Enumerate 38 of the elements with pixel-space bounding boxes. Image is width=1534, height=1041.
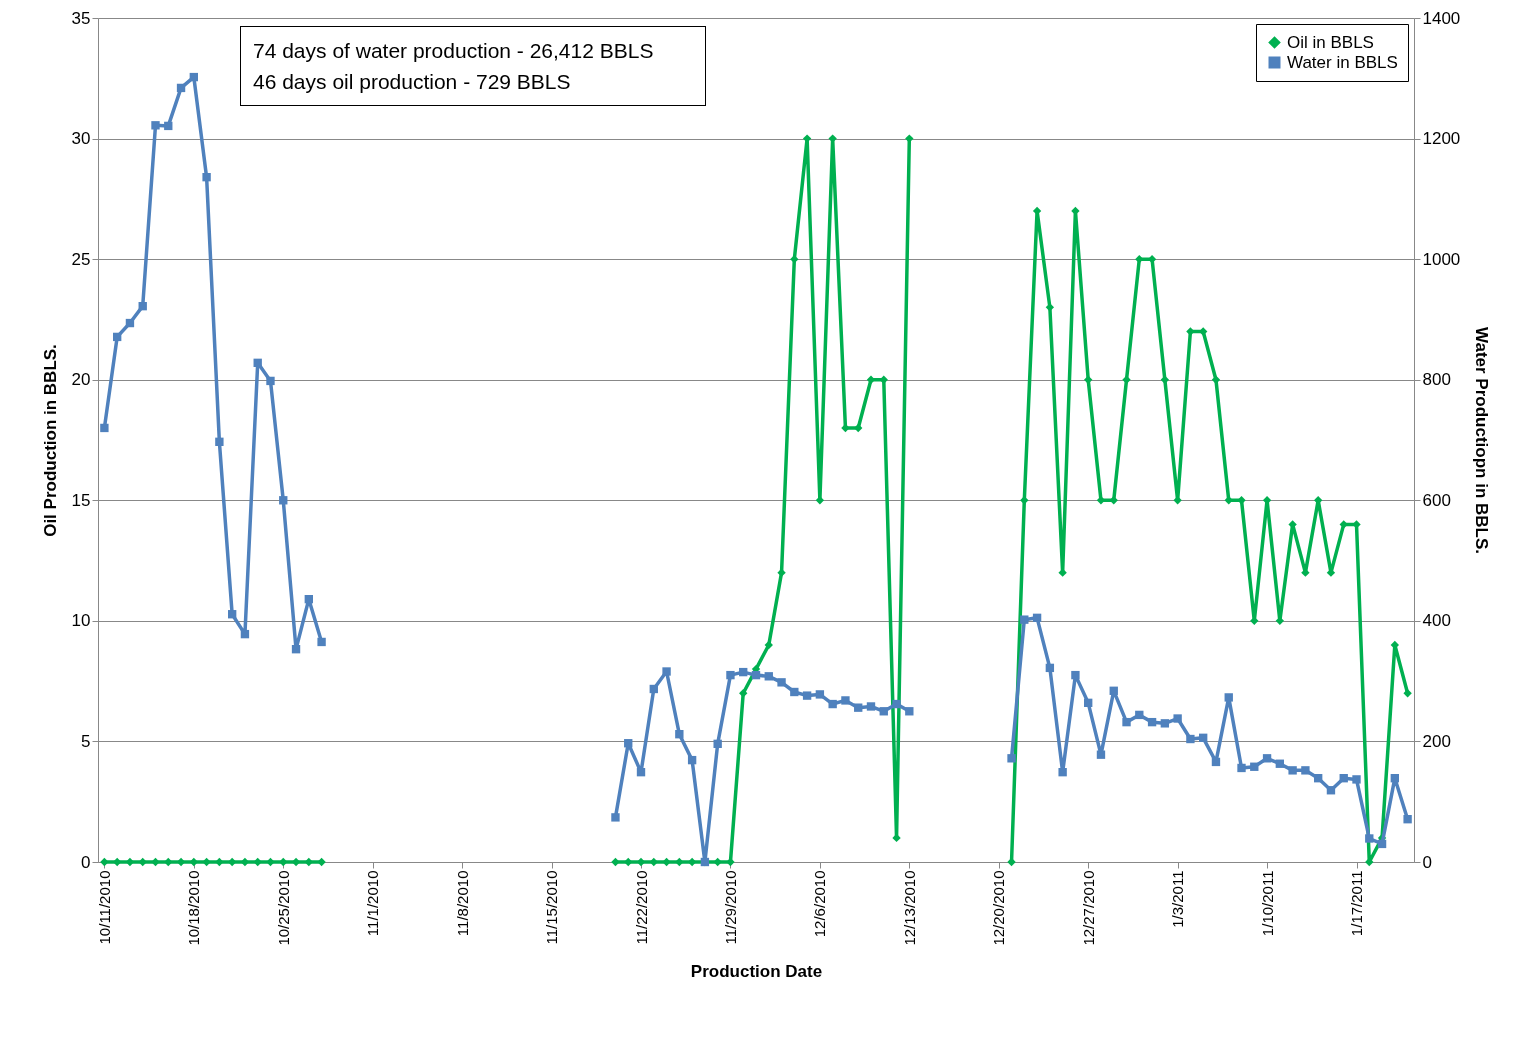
x-tick-label: 12/6/2010	[811, 870, 829, 938]
x-tick-label: 12/20/2010	[990, 870, 1008, 946]
y-tick-label: 30	[71, 129, 91, 149]
x-tick-label: 12/27/2010	[1079, 870, 1097, 946]
y-axis-title: Oil Production in BBLS.	[40, 344, 60, 537]
x-tick-label: 10/25/2010	[274, 870, 292, 946]
y2-tick-label: 600	[1422, 490, 1451, 510]
y2-tick-label: 400	[1422, 611, 1451, 631]
annotation: 74 days of water production - 26,412 BBLS	[253, 38, 655, 64]
x-tick-label: 1/10/2011	[1258, 870, 1276, 937]
x-tick-label: 10/11/2010	[95, 870, 113, 945]
x-tick-label: 1/17/2011	[1348, 870, 1365, 937]
y-tick-label: 10	[71, 611, 91, 631]
y2-axis-title: Water Productiopn in BBLS.	[1472, 327, 1492, 554]
x-tick-label: 11/22/2010	[632, 870, 650, 945]
y2-tick-label: 1000	[1422, 249, 1461, 269]
y2-tick-label: 1400	[1422, 8, 1461, 28]
y-tick-label: 5	[81, 731, 91, 751]
y-tick-label: 20	[71, 370, 91, 390]
y-tick-label: 25	[71, 249, 91, 269]
annotation: 46 days oil production - 729 BBLS	[253, 69, 572, 95]
legend-label: Oil in BBLS	[1287, 32, 1374, 52]
y2-tick-label: 200	[1422, 731, 1451, 751]
legend-label: Water in BBLS	[1287, 52, 1398, 72]
x-tick-label: 11/1/2010	[364, 870, 382, 937]
x-axis-title: Production Date	[690, 961, 823, 981]
y-tick-label: 15	[71, 490, 91, 510]
y2-tick-label: 800	[1422, 370, 1451, 390]
x-tick-label: 10/18/2010	[185, 870, 203, 946]
x-tick-label: 1/3/2011	[1169, 870, 1187, 928]
y2-tick-label: 1200	[1422, 129, 1461, 149]
x-tick-label: 11/8/2010	[453, 870, 471, 937]
y2-tick-label: 0	[1422, 852, 1432, 872]
y-tick-label: 0	[81, 852, 91, 872]
x-tick-label: 11/29/2010	[721, 870, 739, 945]
y-tick-label: 35	[71, 8, 91, 28]
x-tick-label: 12/13/2010	[900, 870, 918, 946]
x-tick-label: 11/15/2010	[543, 870, 561, 945]
